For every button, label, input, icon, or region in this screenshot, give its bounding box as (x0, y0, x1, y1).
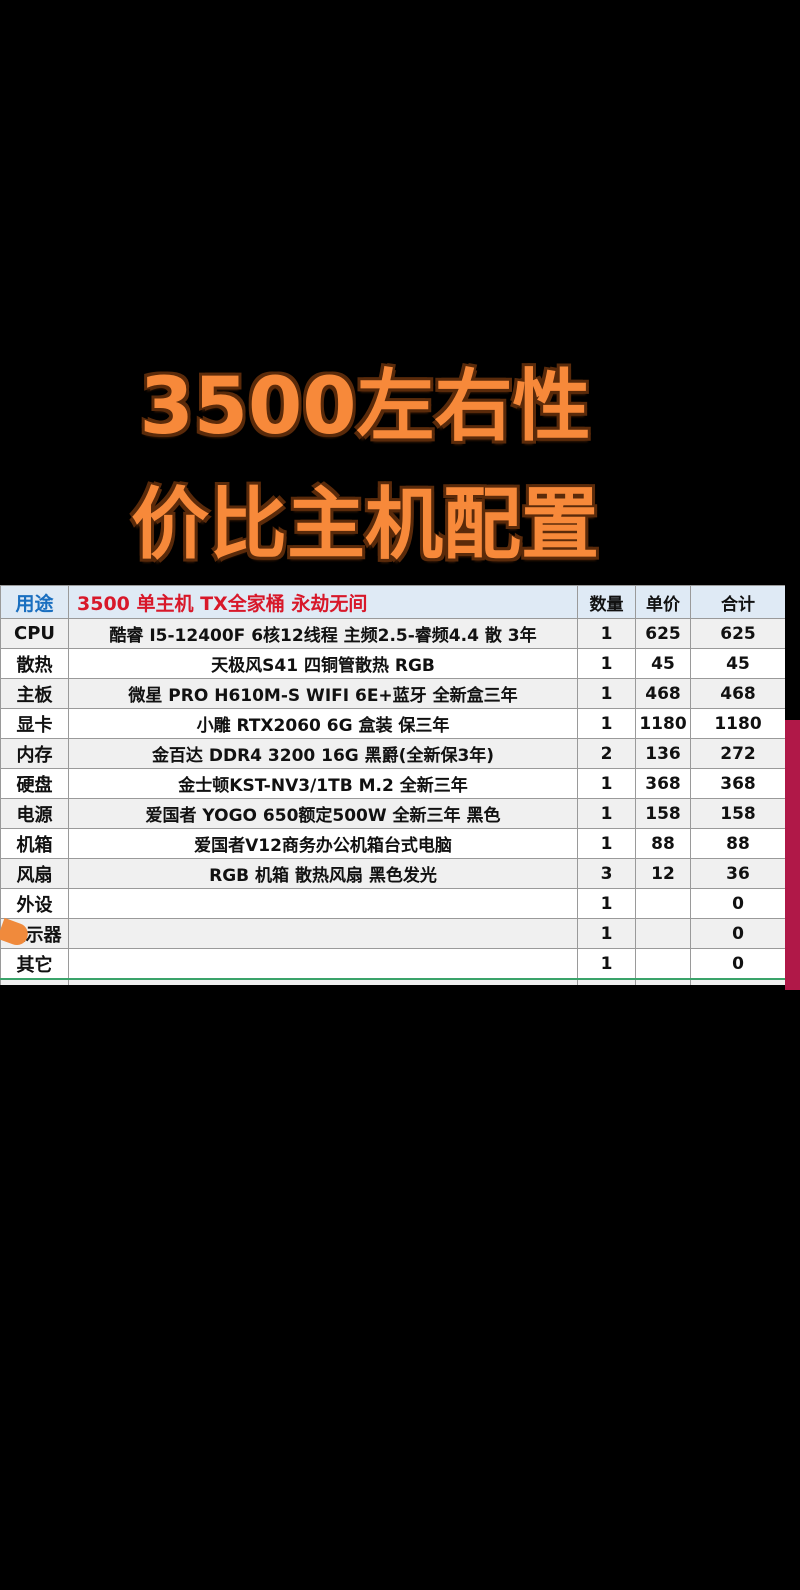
cell-total[interactable]: 468 (690, 678, 785, 709)
cell-total[interactable]: 158 (690, 798, 785, 829)
cell-qty[interactable]: 1 (577, 948, 636, 980)
table-row: 显卡 小雕 RTX2060 6G 盒装 保三年 1 1180 1180 (0, 708, 785, 739)
cell-price[interactable] (635, 918, 691, 949)
cell-total[interactable]: 36 (690, 858, 785, 889)
cell-price[interactable] (635, 888, 691, 919)
cell-use[interactable]: 硬盘 (0, 768, 69, 799)
cell-price[interactable]: 45 (635, 648, 691, 679)
cell-desc[interactable] (68, 888, 578, 919)
cell-qty[interactable]: 1 (577, 648, 636, 679)
empty-cell[interactable] (690, 978, 785, 985)
header-config[interactable]: 3500 单主机 TX全家桶 永劫无间 (68, 585, 578, 619)
title-line-2: 价比主机配置 (130, 480, 599, 570)
cell-price[interactable]: 625 (635, 618, 691, 649)
cell-total[interactable]: 88 (690, 828, 785, 859)
cell-desc[interactable]: 金百达 DDR4 3200 16G 黑爵(全新保3年) (68, 738, 578, 769)
cell-desc[interactable]: 金士顿KST-NV3/1TB M.2 全新三年 (68, 768, 578, 799)
header-use[interactable]: 用途 (0, 585, 69, 619)
header-row: 用途 3500 单主机 TX全家桶 永劫无间 数量 单价 合计 (0, 585, 785, 619)
cell-desc[interactable]: 爱国者 YOGO 650额定500W 全新三年 黑色 (68, 798, 578, 829)
table-row: 其它 1 0 (0, 948, 785, 980)
cell-qty[interactable]: 3 (577, 858, 636, 889)
cell-qty[interactable]: 1 (577, 798, 636, 829)
cell-desc[interactable] (68, 948, 578, 980)
config-spreadsheet: 用途 3500 单主机 TX全家桶 永劫无间 数量 单价 合计 CPU 酷睿 I5… (0, 585, 785, 985)
cell-qty[interactable]: 1 (577, 918, 636, 949)
cell-price[interactable]: 88 (635, 828, 691, 859)
cell-total[interactable]: 1180 (690, 708, 785, 739)
cell-price[interactable]: 368 (635, 768, 691, 799)
table-row: 主板 微星 PRO H610M-S WIFI 6E+蓝牙 全新盒三年 1 468 468 (0, 678, 785, 709)
title-line-1: 3500左右性 (139, 362, 591, 452)
cell-qty[interactable]: 1 (577, 708, 636, 739)
cell-desc[interactable]: 微星 PRO H610M-S WIFI 6E+蓝牙 全新盒三年 (68, 678, 578, 709)
cell-desc[interactable]: 天极风S41 四铜管散热 RGB (68, 648, 578, 679)
table-row: 硬盘 金士顿KST-NV3/1TB M.2 全新三年 1 368 368 (0, 768, 785, 799)
cell-price[interactable]: 12 (635, 858, 691, 889)
cell-total[interactable]: 0 (690, 948, 785, 980)
table-row: 外设 1 0 (0, 888, 785, 919)
cell-price[interactable]: 468 (635, 678, 691, 709)
cell-use[interactable]: 风扇 (0, 858, 69, 889)
cell-price[interactable] (635, 948, 691, 980)
cell-use[interactable]: 显卡 (0, 708, 69, 739)
cell-desc[interactable]: 爱国者V12商务办公机箱台式电脑 (68, 828, 578, 859)
cell-use[interactable]: 主板 (0, 678, 69, 709)
table-row: 电源 爱国者 YOGO 650额定500W 全新三年 黑色 1 158 158 (0, 798, 785, 829)
cell-total[interactable]: 0 (690, 918, 785, 949)
cell-qty[interactable]: 1 (577, 768, 636, 799)
cell-total[interactable]: 368 (690, 768, 785, 799)
cell-total[interactable]: 45 (690, 648, 785, 679)
empty-cell[interactable] (0, 978, 69, 985)
empty-cell[interactable] (577, 978, 636, 985)
table-row: 机箱 爱国者V12商务办公机箱台式电脑 1 88 88 (0, 828, 785, 859)
table-row: 散热 天极风S41 四铜管散热 RGB 1 45 45 (0, 648, 785, 679)
cell-qty[interactable]: 2 (577, 738, 636, 769)
cell-use[interactable]: CPU (0, 618, 69, 649)
cell-use[interactable]: 内存 (0, 738, 69, 769)
cell-qty[interactable]: 1 (577, 678, 636, 709)
cell-use[interactable]: 散热 (0, 648, 69, 679)
table-row: 内存 金百达 DDR4 3200 16G 黑爵(全新保3年) 2 136 272 (0, 738, 785, 769)
cell-price[interactable]: 136 (635, 738, 691, 769)
empty-cell[interactable] (635, 978, 691, 985)
cell-desc[interactable]: 酷睿 I5-12400F 6核12线程 主频2.5-睿频4.4 散 3年 (68, 618, 578, 649)
background-strip (785, 720, 800, 990)
cell-qty[interactable]: 1 (577, 888, 636, 919)
cell-total[interactable]: 0 (690, 888, 785, 919)
cell-use[interactable]: 电源 (0, 798, 69, 829)
cell-desc[interactable]: 小雕 RTX2060 6G 盒装 保三年 (68, 708, 578, 739)
cell-price[interactable]: 1180 (635, 708, 691, 739)
table-row: CPU 酷睿 I5-12400F 6核12线程 主频2.5-睿频4.4 散 3年 1… (0, 618, 785, 649)
header-total[interactable]: 合计 (690, 585, 785, 619)
cell-desc[interactable] (68, 918, 578, 949)
table-row: 风扇 RGB 机箱 散热风扇 黑色发光 3 12 36 (0, 858, 785, 889)
table-row: 显示器 1 0 (0, 918, 785, 949)
cell-desc[interactable]: RGB 机箱 散热风扇 黑色发光 (68, 858, 578, 889)
config-table: 用途 3500 单主机 TX全家桶 永劫无间 数量 单价 合计 CPU 酷睿 I5… (0, 585, 785, 985)
cell-qty[interactable]: 1 (577, 618, 636, 649)
cell-total[interactable]: 272 (690, 738, 785, 769)
cell-total[interactable]: 625 (690, 618, 785, 649)
empty-cell[interactable] (68, 978, 578, 985)
header-qty[interactable]: 数量 (577, 585, 636, 619)
header-price[interactable]: 单价 (635, 585, 691, 619)
cell-use[interactable]: 外设 (0, 888, 69, 919)
empty-row (0, 978, 785, 985)
cell-qty[interactable]: 1 (577, 828, 636, 859)
cell-use[interactable]: 其它 (0, 948, 69, 980)
cell-price[interactable]: 158 (635, 798, 691, 829)
cell-use[interactable]: 机箱 (0, 828, 69, 859)
